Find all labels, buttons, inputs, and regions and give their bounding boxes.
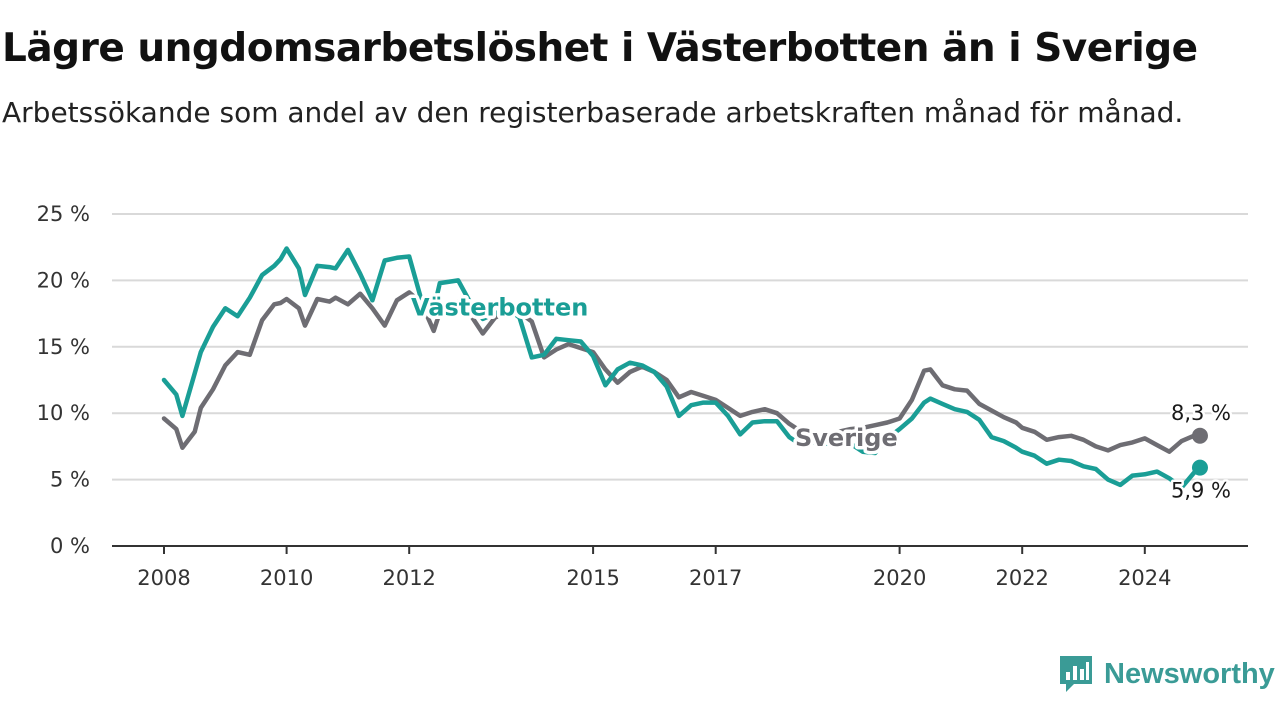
series-line-sverige (161, 290, 1203, 454)
y-tick-label: 5 % (50, 468, 90, 492)
x-tick-label: 2010 (260, 566, 313, 590)
x-tick-label: 2012 (382, 566, 435, 590)
end-point-sverige (1191, 427, 1208, 444)
chart-subtitle: Arbetssökande som andel av den registerb… (2, 96, 1184, 129)
y-tick-label: 25 % (37, 202, 90, 226)
line-chart: 0 %5 %10 %15 %20 %25 % 2008 2010 2012 2015 2… (37, 202, 1248, 590)
x-tick-label: 2024 (1118, 566, 1171, 590)
x-tick-label: 2008 (137, 566, 190, 590)
y-axis-tick-labels: 0 % 5 % 10 % 15 % 20 % 25 % (37, 202, 90, 558)
x-tick-label: 2015 (566, 566, 619, 590)
end-point-vasterbotten (1191, 459, 1208, 476)
x-tick-label: 2022 (995, 566, 1048, 590)
chart-title: Lägre ungdomsarbetslöshet i Västerbotten… (2, 26, 1198, 71)
end-value-label: 5,9 % (1171, 479, 1231, 503)
x-tick-label: 2017 (689, 566, 742, 590)
newsworthy-logo: Newsworthy (1058, 654, 1275, 694)
y-tick-label: 0 % (50, 534, 90, 558)
series-lines (161, 246, 1203, 490)
series-label-vasterbotten: Västerbotten (411, 293, 588, 321)
end-markers: 8,3 % 5,9 % (1168, 398, 1233, 505)
y-tick-label: 20 % (37, 268, 90, 292)
newsworthy-logo-icon (1060, 656, 1092, 692)
brand-name: Newsworthy (1104, 657, 1275, 690)
end-value-label: 8,3 % (1171, 401, 1231, 425)
y-tick-label: 15 % (37, 335, 90, 359)
x-axis: 2008 2010 2012 2015 2017 2020 2022 2024 (112, 545, 1248, 590)
y-tick-label: 10 % (37, 401, 90, 425)
series-line-vasterbotten (161, 246, 1203, 490)
series-label-sverige: Sverige (795, 424, 898, 452)
series-labels: Västerbotten Sverige (408, 290, 902, 456)
x-tick-label: 2020 (873, 566, 926, 590)
